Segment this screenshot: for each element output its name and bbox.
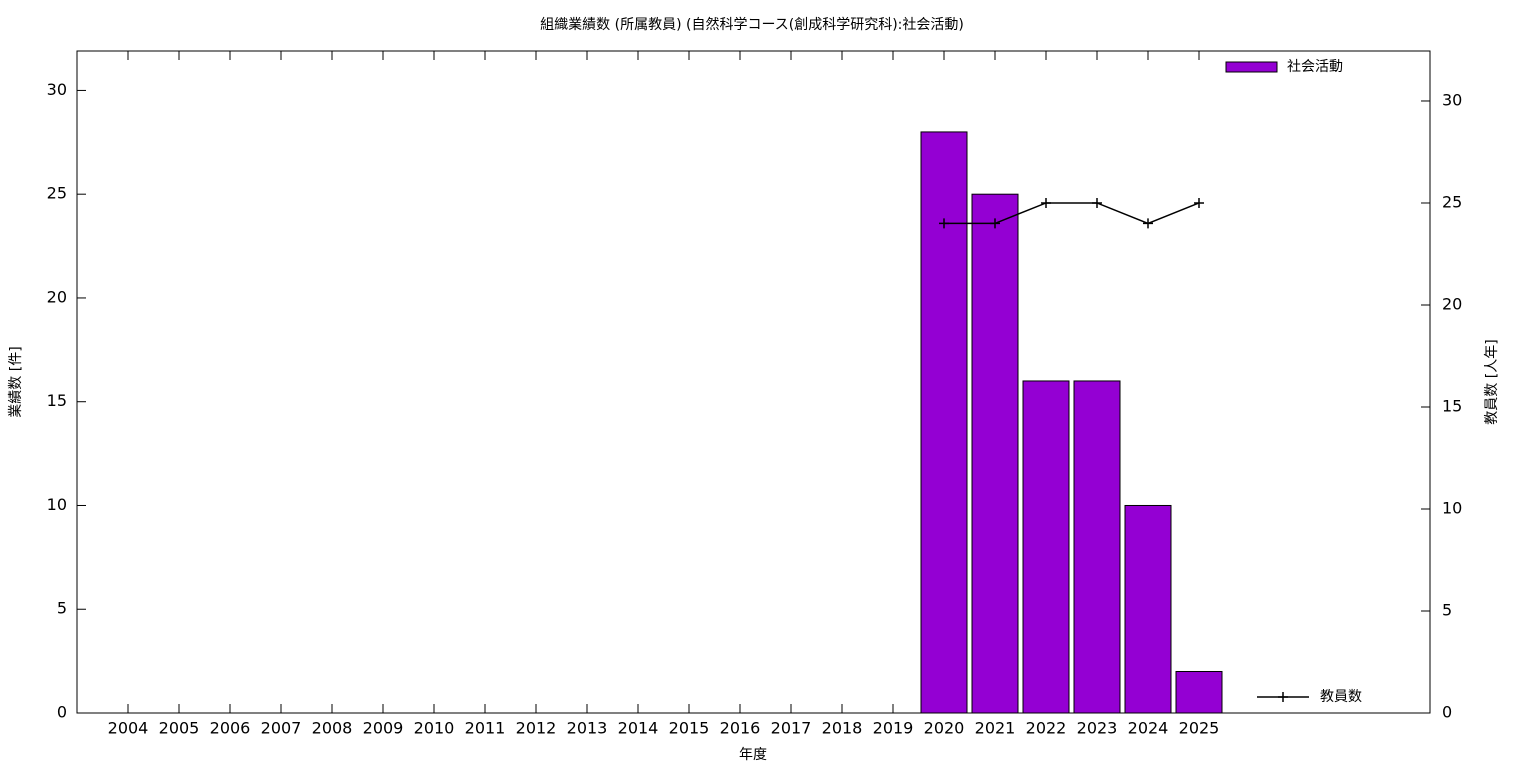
y-tick-label: 10 [47,495,67,514]
legend-swatch [1278,692,1288,702]
y2-tick-label: 25 [1442,192,1462,211]
x-tick-label: 2018 [822,719,863,738]
point [1194,197,1204,208]
legend-label: 教員数 [1320,689,1362,705]
x-tick-label: 2009 [363,719,404,738]
x-tick-label: 2023 [1077,719,1118,738]
point [1143,218,1153,229]
x-tick-label: 2025 [1179,719,1220,738]
x-tick-label: 2005 [159,719,200,738]
point [939,218,949,229]
x-tick-label: 2016 [720,719,761,738]
legend-swatch [1225,61,1278,73]
y2-tick-label: 0 [1442,703,1452,722]
bar [920,131,968,714]
x-tick-label: 2020 [924,719,965,738]
x-axis-label: 年度 [739,747,767,763]
y2-axis-label: 教員数 [人年] [1484,339,1500,424]
x-tick-label: 2013 [567,719,608,738]
bar [1073,380,1121,714]
line [944,202,1200,225]
x-tick-label: 2015 [669,719,710,738]
y2-tick-label: 15 [1442,396,1462,415]
bar [1175,670,1223,714]
y-tick-label: 15 [47,391,67,410]
x-tick-label: 2010 [414,719,455,738]
x-tick-label: 2019 [873,719,914,738]
x-tick-label: 2024 [1128,719,1169,738]
y-axis-label: 業績数 [件] [8,346,24,417]
x-tick-label: 2011 [465,719,506,738]
x-tick-label: 2004 [108,719,149,738]
bar [1022,380,1070,714]
bar [971,193,1019,714]
x-tick-label: 2012 [516,719,557,738]
chart-title: 組織業績数 (所属教員) (自然科学コース(創成科学研究科):社会活動) [540,16,964,33]
y2-tick-label: 10 [1442,498,1462,517]
point [1041,197,1051,208]
y2-tick-label: 20 [1442,294,1462,313]
plot-frame [76,50,1431,714]
y-tick-label: 25 [47,184,67,203]
bar [1124,504,1172,714]
x-tick-label: 2008 [312,719,353,738]
point [1092,197,1102,208]
x-tick-label: 2017 [771,719,812,738]
x-tick-label: 2007 [261,719,302,738]
x-tick-label: 2021 [975,719,1016,738]
x-tick-label: 2022 [1026,719,1067,738]
y2-tick-label: 30 [1442,90,1462,109]
x-tick-label: 2006 [210,719,251,738]
y-tick-label: 0 [57,703,67,722]
y-tick-label: 20 [47,287,67,306]
point [990,218,1000,229]
x-tick-label: 2014 [618,719,659,738]
legend-label: 社会活動 [1287,59,1343,75]
y-tick-label: 5 [57,599,67,618]
y-tick-label: 30 [47,80,67,99]
y2-tick-label: 5 [1442,600,1452,619]
